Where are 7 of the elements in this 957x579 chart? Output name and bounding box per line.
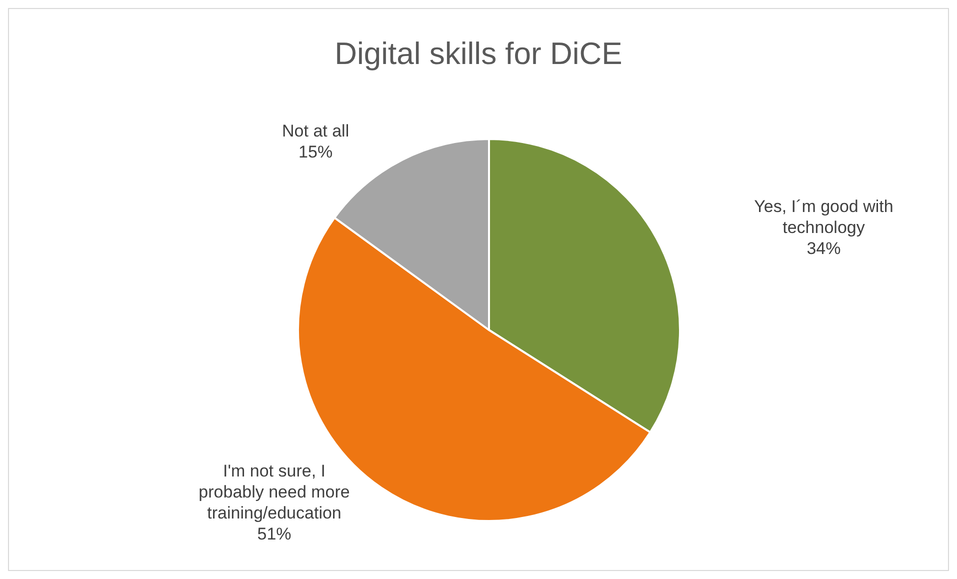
slice-label: Yes, I´m good with technology [754,197,894,238]
data-label: 51% [257,524,292,544]
slice-label: I'm not sure, I probably need more training/education [198,462,350,523]
slice-label: Not at all [282,122,350,141]
chart-title: Digital skills for DiCE [334,36,622,71]
data-label: 15% [298,142,333,162]
data-label: 34% [806,239,841,258]
